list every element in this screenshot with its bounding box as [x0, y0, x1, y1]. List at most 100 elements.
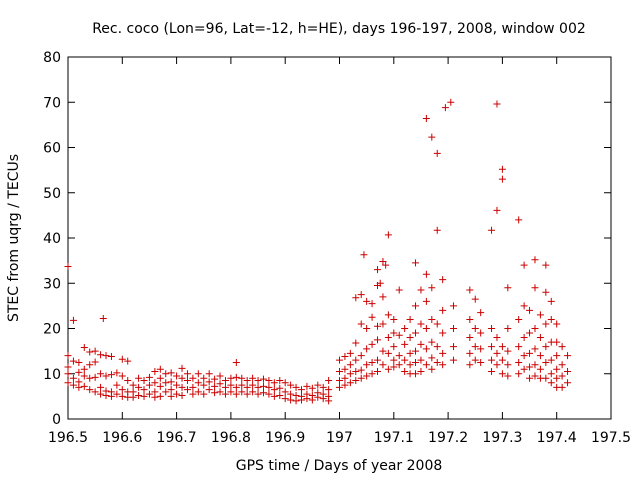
- data-point: [450, 302, 458, 310]
- data-point: [374, 356, 382, 364]
- data-point: [99, 315, 107, 323]
- data-point: [374, 367, 382, 375]
- data-point: [368, 358, 376, 366]
- data-point: [303, 395, 311, 403]
- data-point: [64, 370, 72, 378]
- data-point: [395, 361, 403, 369]
- data-point: [558, 361, 566, 369]
- data-point: [211, 389, 219, 397]
- data-point: [488, 356, 496, 364]
- data-point: [227, 374, 235, 382]
- data-point: [346, 349, 354, 357]
- data-point: [526, 329, 534, 337]
- data-point: [401, 325, 409, 332]
- data-point: [564, 352, 572, 360]
- data-point: [118, 372, 126, 380]
- data-points: [64, 98, 572, 405]
- data-point: [91, 347, 99, 355]
- data-point: [319, 395, 327, 403]
- data-point: [232, 358, 240, 366]
- data-point: [504, 361, 512, 369]
- data-point: [428, 338, 436, 346]
- data-point: [406, 349, 414, 357]
- data-point: [129, 381, 137, 389]
- data-point: [471, 356, 479, 364]
- data-point: [433, 149, 441, 157]
- data-point: [447, 98, 455, 106]
- data-point: [167, 378, 175, 386]
- data-point: [232, 383, 240, 391]
- data-point: [232, 373, 240, 381]
- data-point: [374, 322, 382, 330]
- data-point: [526, 306, 534, 314]
- data-point: [178, 391, 186, 399]
- data-point: [466, 334, 474, 342]
- data-point: [401, 367, 409, 375]
- data-point: [325, 377, 333, 385]
- data-point: [360, 251, 368, 259]
- data-point: [69, 381, 77, 389]
- y-tick-label: 60: [43, 141, 61, 157]
- data-point: [488, 343, 496, 351]
- data-point: [406, 315, 414, 323]
- data-point: [390, 329, 398, 337]
- data-point: [363, 297, 371, 305]
- data-point: [466, 349, 474, 357]
- data-point: [341, 365, 349, 373]
- data-point: [135, 383, 143, 391]
- data-point: [450, 343, 458, 351]
- data-point: [97, 383, 105, 391]
- data-point: [113, 381, 121, 389]
- data-point: [488, 367, 496, 375]
- data-point: [97, 351, 105, 359]
- data-point: [243, 390, 251, 398]
- data-point: [80, 365, 88, 373]
- data-point: [564, 367, 572, 375]
- data-point: [558, 372, 566, 380]
- data-point: [493, 349, 501, 357]
- data-point: [200, 374, 208, 382]
- data-point: [520, 334, 528, 342]
- data-point: [466, 315, 474, 323]
- data-point: [422, 270, 430, 278]
- data-point: [384, 365, 392, 373]
- data-point: [113, 390, 121, 398]
- data-point: [107, 371, 115, 379]
- data-point: [336, 356, 343, 364]
- data-point: [238, 388, 246, 396]
- data-point: [227, 388, 235, 396]
- data-point: [352, 294, 360, 302]
- data-point: [129, 393, 137, 401]
- data-point: [352, 339, 360, 347]
- data-point: [249, 381, 257, 389]
- x-tick-label: 197.2: [428, 430, 468, 446]
- data-point: [276, 384, 284, 392]
- data-point: [564, 379, 572, 387]
- x-tick-label: 197.3: [482, 430, 522, 446]
- data-point: [526, 363, 534, 371]
- data-point: [504, 347, 512, 355]
- data-point: [439, 361, 447, 369]
- data-point: [162, 388, 170, 396]
- data-point: [504, 284, 512, 292]
- data-point: [292, 397, 300, 405]
- data-point: [428, 365, 436, 373]
- data-point: [471, 343, 479, 351]
- data-point: [118, 392, 126, 400]
- data-point: [162, 370, 170, 378]
- data-point: [441, 104, 449, 112]
- data-point: [536, 352, 544, 360]
- data-point: [477, 309, 485, 317]
- data-point: [167, 392, 175, 400]
- data-point: [531, 345, 539, 353]
- data-point: [515, 315, 523, 323]
- data-point: [406, 361, 414, 369]
- data-point: [417, 286, 425, 294]
- data-point: [412, 358, 420, 366]
- data-point: [450, 325, 458, 332]
- data-point: [232, 390, 240, 398]
- data-point: [265, 383, 273, 391]
- data-point: [249, 388, 257, 396]
- x-tick-label: 196.8: [211, 430, 251, 446]
- data-point: [406, 334, 414, 342]
